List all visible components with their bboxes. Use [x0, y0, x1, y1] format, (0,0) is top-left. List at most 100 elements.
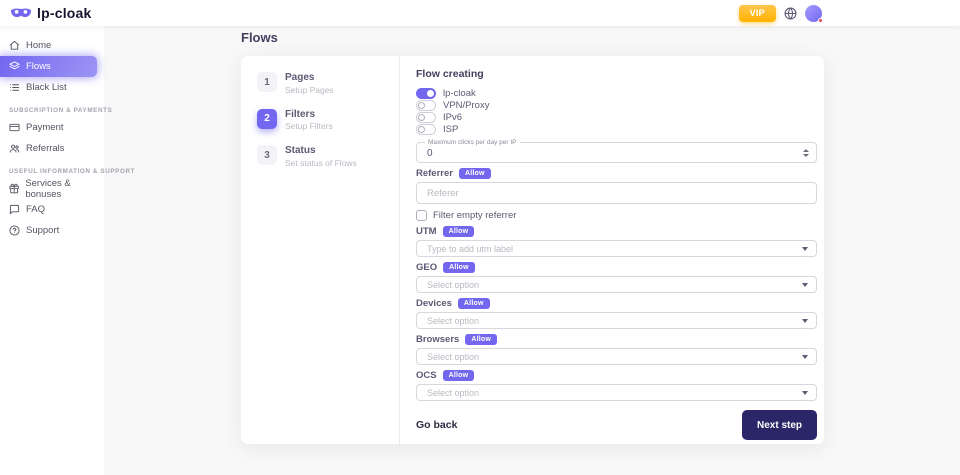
- sidebar-item-label: Services & bonuses: [25, 177, 71, 200]
- utm-combo[interactable]: [416, 240, 817, 257]
- brand[interactable]: lp-cloak: [10, 5, 92, 21]
- step-filters[interactable]: 2 Filters Setup Filters: [257, 108, 395, 133]
- max-clicks-label: Maximum clicks per day per IP: [425, 139, 520, 147]
- step-title: Pages: [285, 72, 315, 83]
- sidebar-item-label: Black List: [26, 82, 67, 93]
- ocs-select[interactable]: Select option: [416, 384, 817, 401]
- checkbox[interactable]: [416, 210, 427, 221]
- next-step-button[interactable]: Next step: [741, 410, 817, 440]
- topbar: lp-cloak VIP: [0, 0, 960, 26]
- spinner-up-icon[interactable]: [803, 148, 809, 152]
- form-title: Flow creating: [416, 68, 484, 80]
- chat-icon: [9, 204, 20, 215]
- switch-on[interactable]: [416, 87, 436, 99]
- geo-label-row: GEO Allow: [416, 261, 817, 273]
- step-pages[interactable]: 1 Pages Setup Pages: [257, 72, 395, 96]
- browsers-select[interactable]: Select option: [416, 348, 817, 365]
- step-number: 1: [257, 72, 277, 92]
- devices-select[interactable]: Select option: [416, 312, 817, 329]
- referrer-input[interactable]: [416, 182, 817, 204]
- devices-label-row: Devices Allow: [416, 297, 817, 309]
- max-clicks-input[interactable]: [417, 144, 816, 163]
- geo-allow-badge[interactable]: Allow: [443, 261, 475, 273]
- flow-form: Flow creating lp-cloak VPN/Proxy IPv6 IS…: [416, 68, 817, 440]
- sidebar-item-label: Home: [26, 40, 52, 51]
- sidebar-item-flows[interactable]: Flows: [0, 56, 97, 77]
- status-dot: [818, 17, 823, 23]
- step-subtitle: Set status of Flows: [285, 157, 357, 168]
- chevron-down-icon[interactable]: [802, 319, 808, 323]
- mask-logo-icon: [10, 7, 32, 20]
- flow-creating-card: 1 Pages Setup Pages 2 Filters Setup Filt…: [241, 56, 824, 444]
- stepper: 1 Pages Setup Pages 2 Filters Setup Filt…: [257, 72, 395, 182]
- max-clicks-field: Maximum clicks per day per IP: [416, 139, 817, 163]
- gift-icon: [9, 183, 19, 194]
- form-footer: Go back Next step: [416, 410, 817, 440]
- step-subtitle: Setup Pages: [285, 84, 334, 95]
- step-title: Status: [285, 145, 316, 157]
- browsers-label-row: Browsers Allow: [416, 333, 817, 345]
- geo-label: GEO: [416, 261, 438, 273]
- language-globe-icon[interactable]: [784, 7, 797, 20]
- browsers-allow-badge[interactable]: Allow: [465, 333, 497, 345]
- toggle-ipv6[interactable]: IPv6: [416, 111, 817, 123]
- chevron-down-icon[interactable]: [802, 355, 808, 359]
- toggle-lp-cloak[interactable]: lp-cloak: [416, 87, 817, 99]
- utm-label-row: UTM Allow: [416, 225, 817, 237]
- sidebar-item-faq[interactable]: FAQ: [0, 199, 104, 220]
- sidebar-item-label: Payment: [26, 122, 64, 133]
- toggle-vpn-proxy[interactable]: VPN/Proxy: [416, 99, 817, 111]
- help-icon: [9, 225, 20, 236]
- sidebar-item-label: Flows: [26, 61, 51, 72]
- chevron-down-icon[interactable]: [802, 283, 808, 287]
- switch-off[interactable]: [416, 99, 436, 111]
- avatar[interactable]: [805, 4, 822, 22]
- geo-select[interactable]: Select option: [416, 276, 817, 293]
- step-status[interactable]: 3 Status Set status of Flows: [257, 145, 395, 169]
- sidebar-item-label: Referrals: [26, 143, 65, 154]
- sidebar-section-subscription: SUBSCRIPTION & PAYMENTS: [0, 107, 112, 114]
- utm-input[interactable]: [427, 243, 798, 254]
- chevron-down-icon[interactable]: [802, 391, 808, 395]
- filter-empty-referrer-checkbox[interactable]: Filter empty referrer: [416, 210, 817, 221]
- checkbox-label: Filter empty referrer: [433, 210, 517, 221]
- chevron-down-icon[interactable]: [802, 247, 808, 251]
- utm-allow-badge[interactable]: Allow: [442, 225, 475, 237]
- step-subtitle: Setup Filters: [285, 121, 333, 132]
- sidebar-item-black-list[interactable]: Black List: [0, 77, 104, 98]
- spinner-down-icon[interactable]: [803, 153, 809, 157]
- sidebar-item-label: FAQ: [26, 204, 46, 215]
- referrer-allow-badge[interactable]: Allow: [458, 167, 491, 179]
- sidebar-item-services-bonuses[interactable]: Services & bonuses: [0, 177, 104, 200]
- user-menu[interactable]: [805, 4, 823, 23]
- devices-allow-badge[interactable]: Allow: [457, 297, 490, 309]
- number-spinner[interactable]: [803, 148, 809, 157]
- sidebar-item-support[interactable]: Support: [0, 220, 104, 241]
- browsers-label: Browsers: [416, 333, 460, 345]
- referrer-label: Referrer: [416, 167, 453, 179]
- sidebar-item-referrals[interactable]: Referrals: [0, 138, 104, 159]
- sidebar-item-home[interactable]: Home: [0, 35, 104, 56]
- toggle-isp[interactable]: ISP: [416, 123, 817, 135]
- devices-label: Devices: [416, 297, 452, 309]
- users-icon: [9, 143, 20, 154]
- step-number: 2: [257, 108, 277, 129]
- switch-off[interactable]: [416, 111, 436, 123]
- brand-name: lp-cloak: [37, 5, 92, 21]
- step-title: Filters: [285, 108, 316, 120]
- list-icon: [9, 82, 20, 93]
- vip-button[interactable]: VIP: [738, 4, 776, 22]
- ocs-label: OCS: [416, 369, 437, 381]
- divider: [399, 56, 400, 444]
- home-icon: [9, 40, 20, 51]
- step-number: 3: [257, 145, 277, 166]
- ocs-allow-badge[interactable]: Allow: [442, 369, 475, 381]
- switch-off[interactable]: [416, 123, 436, 135]
- go-back-button[interactable]: Go back: [416, 419, 458, 431]
- sidebar-item-label: Support: [26, 225, 60, 236]
- ocs-label-row: OCS Allow: [416, 369, 817, 381]
- referrer-label-row: Referrer Allow: [416, 167, 817, 179]
- sidebar-section-useful-info: USEFUL INFORMATION & SUPPORT: [0, 168, 134, 175]
- sidebar-item-payment[interactable]: Payment: [0, 117, 104, 138]
- topbar-actions: VIP: [738, 0, 823, 26]
